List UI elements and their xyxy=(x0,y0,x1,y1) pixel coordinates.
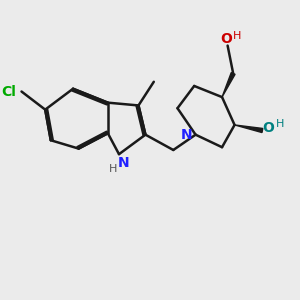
Text: O: O xyxy=(262,121,274,135)
Text: Cl: Cl xyxy=(2,85,16,98)
Polygon shape xyxy=(222,73,235,97)
Text: H: H xyxy=(233,31,242,41)
Text: N: N xyxy=(117,156,129,170)
Text: O: O xyxy=(220,32,232,46)
Polygon shape xyxy=(235,125,263,133)
Text: H: H xyxy=(276,118,285,128)
Text: H: H xyxy=(109,164,118,175)
Text: N: N xyxy=(181,128,192,142)
